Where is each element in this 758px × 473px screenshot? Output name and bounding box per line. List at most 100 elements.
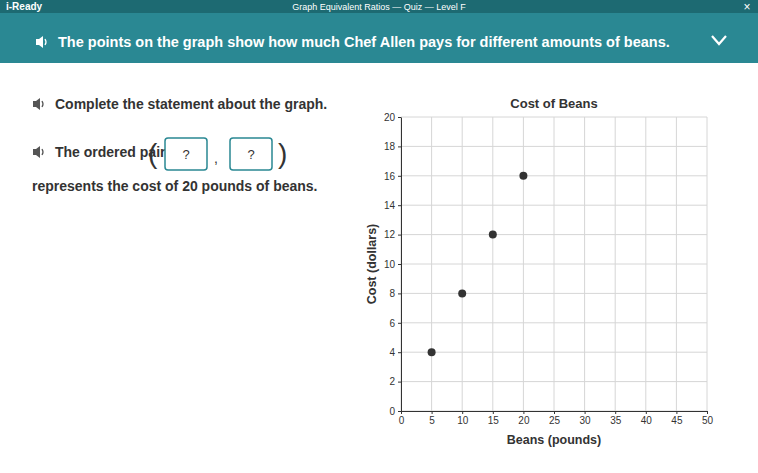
- y-tick: 16: [384, 171, 401, 182]
- x-tick-label: 25: [549, 415, 561, 426]
- x-tick-label: 40: [641, 415, 653, 426]
- x-tick-mark: [676, 411, 677, 414]
- grid: [401, 117, 707, 411]
- grid-line-y: [401, 264, 707, 265]
- x-tick-label: 35: [610, 415, 622, 426]
- x-tick: 30: [580, 411, 592, 426]
- x-tick: 35: [610, 411, 622, 426]
- data-point: [428, 348, 436, 356]
- y-tick: 0: [389, 406, 401, 417]
- y-tick: 18: [384, 141, 401, 152]
- y-tick-label: 6: [389, 318, 395, 329]
- page: i-Ready Graph Equivalent Ratios — Quiz — …: [0, 0, 758, 473]
- x-tick: 15: [488, 411, 500, 426]
- prompt-audio[interactable]: [33, 98, 43, 110]
- x-tick: 25: [549, 411, 561, 426]
- y-tick: 2: [389, 376, 401, 387]
- top-bar: [0, 0, 758, 13]
- data-point: [519, 172, 527, 180]
- y-tick: 8: [389, 288, 401, 299]
- x-tick: 5: [429, 411, 435, 426]
- y-tick-label: 10: [384, 259, 396, 270]
- speaker-body: [36, 36, 43, 48]
- grid-line-y: [401, 381, 707, 382]
- x-tick: 10: [457, 411, 469, 426]
- y-tick: 12: [384, 229, 401, 240]
- y-tick: 20: [384, 112, 401, 123]
- x-tick-label: 0: [399, 415, 405, 426]
- grid-line-y: [401, 293, 707, 294]
- answer-box[interactable]: [165, 138, 207, 170]
- speaker-body: [33, 98, 40, 110]
- points: [428, 172, 528, 356]
- y-tick-label: 0: [389, 406, 395, 417]
- speaker-wave: [42, 101, 43, 107]
- y-tick-mark: [398, 352, 401, 353]
- grid-line-y: [401, 146, 707, 147]
- y-tick-mark: [398, 293, 401, 294]
- x-tick-label: 45: [671, 415, 683, 426]
- x-tick-label: 30: [580, 415, 592, 426]
- prompt: Complete the statement about the graph.: [55, 96, 327, 112]
- y-tick: 14: [384, 200, 401, 211]
- speaker-body: [33, 146, 40, 158]
- x-tick-mark: [554, 411, 555, 414]
- close-button[interactable]: ×: [743, 0, 750, 14]
- x-tick-label: 10: [457, 415, 469, 426]
- y-tick-mark: [398, 205, 401, 206]
- x-axis-title: Beans (pounds): [507, 433, 601, 447]
- y-axis: 0 2 4 6 8 10 12 14 16 18 20: [384, 112, 402, 417]
- grid-line-y: [401, 322, 707, 323]
- screen: i-Ready Graph Equivalent Ratios — Quiz — …: [0, 0, 758, 473]
- y-tick-label: 16: [384, 171, 396, 182]
- grid-line-y: [401, 175, 707, 176]
- x-tick-label: 20: [518, 415, 530, 426]
- banner: [0, 13, 758, 63]
- x-tick: 50: [702, 411, 714, 426]
- x-tick-mark: [585, 411, 586, 414]
- x-tick-mark: [493, 411, 494, 414]
- answer-placeholder: ?: [247, 147, 254, 162]
- y-tick-mark: [398, 176, 401, 177]
- x-tick-label: 15: [488, 415, 500, 426]
- y-tick: 6: [389, 318, 401, 329]
- y-tick-label: 12: [384, 229, 396, 240]
- x-tick-mark: [432, 411, 433, 414]
- x-tick: 45: [671, 411, 683, 426]
- app-name: i-Ready: [6, 1, 43, 12]
- x-tick-mark: [615, 411, 616, 414]
- banner-text: The points on the graph show how much Ch…: [58, 34, 670, 50]
- x-axis: 0 5 10 15 20 25 30 35 40 45 50: [399, 411, 714, 426]
- y-tick-mark: [398, 382, 401, 383]
- y-tick-mark: [398, 323, 401, 324]
- y-tick: 10: [384, 259, 401, 270]
- y-tick-label: 20: [384, 112, 396, 123]
- x-tick: 20: [518, 411, 530, 426]
- paren-open: (: [148, 138, 158, 169]
- grid-line-y: [401, 205, 707, 206]
- chart-title: Cost of Beans: [510, 96, 597, 111]
- speaker-wave: [42, 149, 43, 155]
- y-tick-mark: [398, 235, 401, 236]
- y-tick-label: 4: [389, 347, 395, 358]
- quiz-title: Graph Equivalent Ratios — Quiz — Level F: [292, 2, 466, 12]
- x-tick: 0: [399, 411, 405, 426]
- data-point: [489, 231, 497, 239]
- x-tick-mark: [523, 411, 524, 414]
- y-axis-line: [401, 118, 402, 412]
- grid-line-y: [401, 234, 707, 235]
- y-tick-label: 18: [384, 141, 396, 152]
- pair-separator: ,: [214, 150, 218, 166]
- y-tick-mark: [398, 264, 401, 265]
- y-tick-label: 14: [384, 200, 396, 211]
- speaker-wave: [45, 39, 46, 45]
- y-tick-mark: [398, 117, 401, 118]
- answer-box[interactable]: [230, 138, 272, 170]
- statement-audio[interactable]: [33, 146, 43, 158]
- banner-audio[interactable]: [36, 36, 46, 48]
- data-point: [458, 289, 466, 297]
- chart: Cost of Beans 0 5 10 15 20 25 30 35 40 45 50 0 2 4 6 8 10…: [365, 96, 713, 447]
- x-tick: 40: [641, 411, 653, 426]
- x-tick-label: 5: [429, 415, 435, 426]
- collapse-chevron[interactable]: [712, 36, 726, 44]
